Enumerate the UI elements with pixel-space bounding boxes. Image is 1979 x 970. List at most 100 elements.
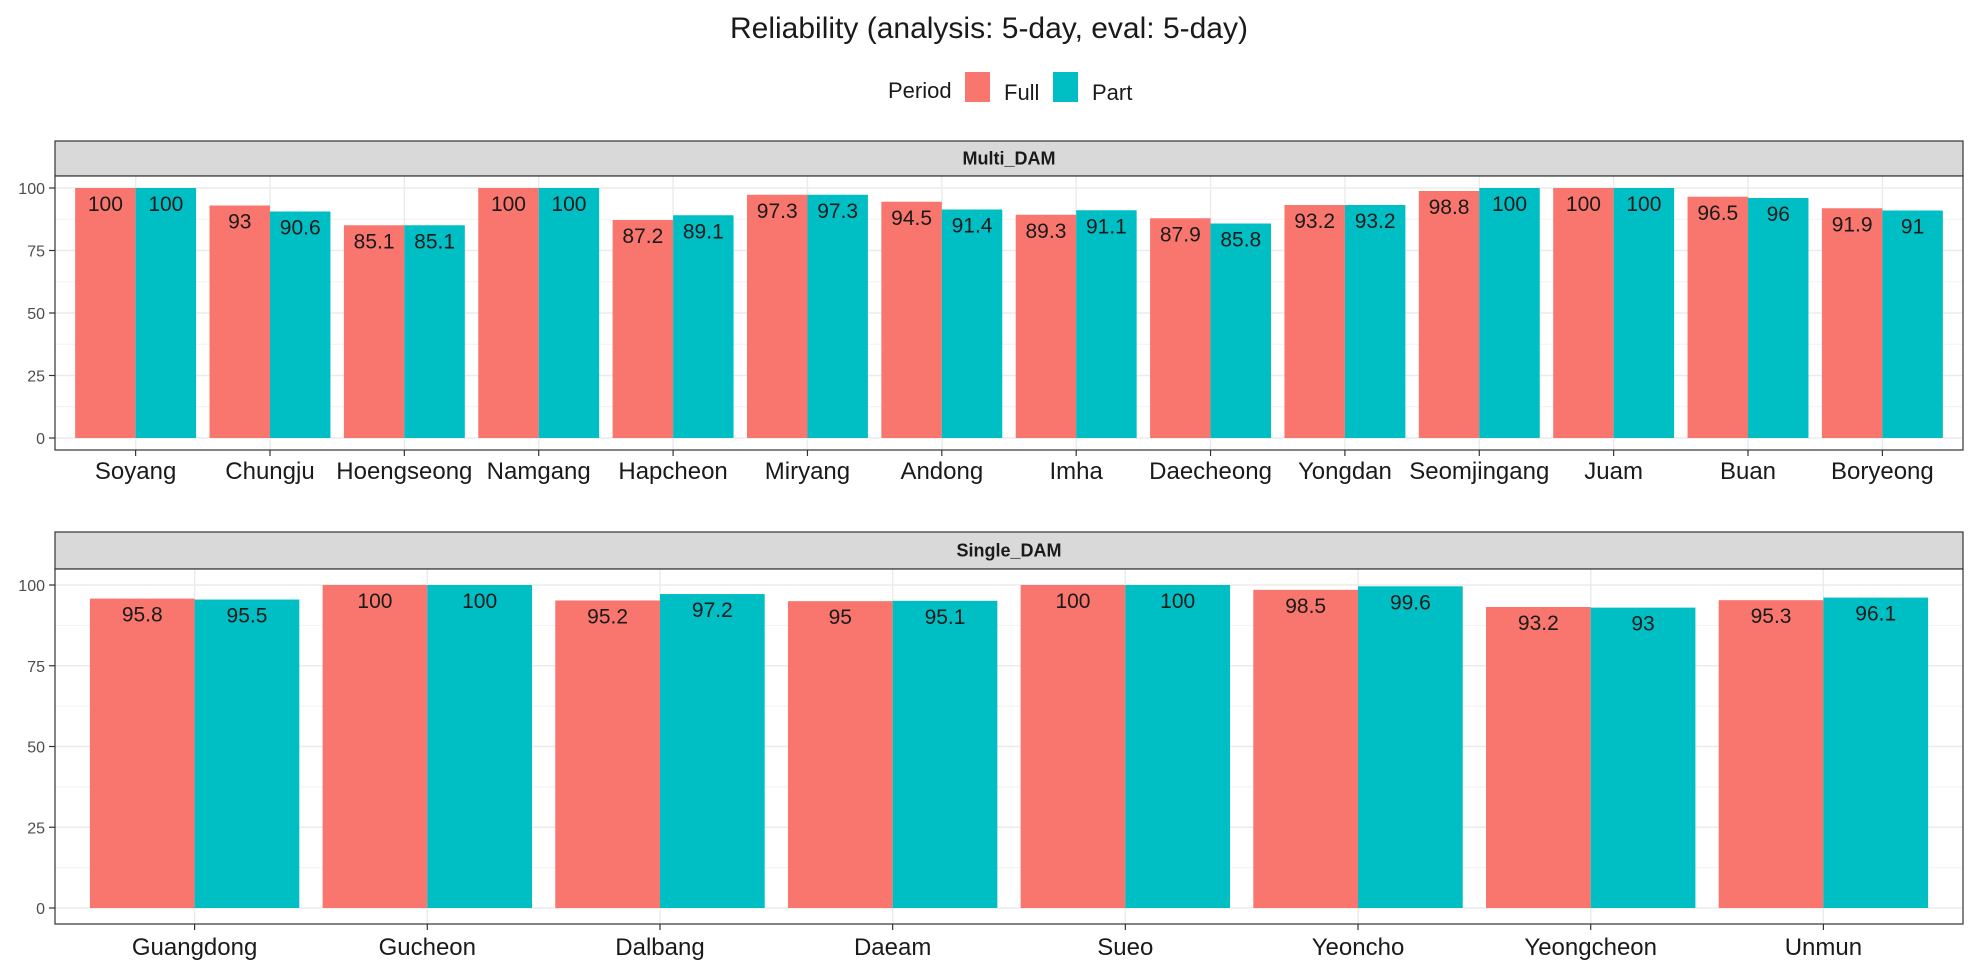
legend-swatch-part bbox=[1053, 72, 1078, 102]
data-label-part: 91.1 bbox=[1086, 215, 1127, 238]
bar-part bbox=[1076, 210, 1137, 438]
bar-part bbox=[1823, 597, 1929, 908]
legend: Period Full Part bbox=[888, 72, 1132, 105]
x-tick-label: Buan bbox=[1720, 458, 1776, 485]
y-tick-label: 100 bbox=[18, 181, 45, 198]
bar-full bbox=[1020, 585, 1126, 908]
legend-swatch-full bbox=[965, 72, 990, 102]
data-label-full: 100 bbox=[1566, 193, 1601, 216]
data-label-full: 87.9 bbox=[1160, 223, 1201, 246]
y-tick-label: 0 bbox=[36, 901, 45, 918]
data-label-part: 100 bbox=[148, 193, 183, 216]
data-label-full: 100 bbox=[357, 590, 392, 613]
data-label-part: 85.1 bbox=[414, 230, 455, 253]
data-label-full: 100 bbox=[1055, 590, 1090, 613]
bar-part bbox=[673, 215, 734, 438]
bar-full bbox=[1718, 600, 1824, 908]
chart-title: Reliability (analysis: 5-day, eval: 5-da… bbox=[730, 12, 1248, 45]
x-tick-label: Soyang bbox=[95, 458, 176, 485]
bar-full bbox=[478, 188, 539, 438]
strip-label: Single_DAM bbox=[956, 541, 1061, 561]
data-label-full: 97.3 bbox=[757, 200, 798, 223]
data-label-full: 100 bbox=[88, 193, 123, 216]
x-tick-label: Daeam bbox=[854, 934, 931, 961]
y-tick-label: 50 bbox=[27, 740, 45, 757]
x-tick-label: Seomjingang bbox=[1409, 458, 1549, 485]
x-tick-label: Chungju bbox=[225, 458, 314, 485]
legend-label-full: Full bbox=[1004, 80, 1039, 105]
x-tick-label: Unmun bbox=[1785, 934, 1862, 961]
bar-full bbox=[343, 225, 405, 438]
bar-part bbox=[135, 188, 197, 438]
x-tick-label: Imha bbox=[1050, 458, 1104, 485]
data-label-part: 95.1 bbox=[925, 606, 966, 629]
bar-full bbox=[209, 205, 270, 438]
data-label-full: 95.8 bbox=[122, 604, 163, 627]
data-label-full: 96.5 bbox=[1697, 202, 1738, 225]
bar-part bbox=[427, 585, 532, 908]
data-label-part: 100 bbox=[1160, 590, 1195, 613]
bar-part bbox=[892, 600, 998, 908]
panel-multi-dam: Multi_DAM 0 25 50 75 100 100 93 85.1 100 87.2 97.3 9… bbox=[18, 140, 1964, 485]
x-tick-label: Sueo bbox=[1097, 934, 1153, 961]
data-label-part: 97.2 bbox=[692, 599, 733, 622]
data-label-part: 97.3 bbox=[817, 200, 858, 223]
data-label-full: 100 bbox=[491, 193, 526, 216]
bar-part bbox=[1344, 205, 1406, 438]
bar-part bbox=[1613, 188, 1675, 438]
bar-full bbox=[1486, 606, 1591, 908]
x-tick-label: Namgang bbox=[487, 458, 591, 485]
data-label-full: 94.5 bbox=[891, 207, 932, 230]
bar-part bbox=[194, 599, 300, 908]
legend-title: Period bbox=[888, 78, 952, 103]
bar-part bbox=[659, 594, 765, 908]
y-tick-label: 25 bbox=[27, 820, 45, 837]
data-label-full: 95 bbox=[829, 606, 852, 629]
x-tick-label: Hapcheon bbox=[618, 458, 727, 485]
y-tick-label: 0 bbox=[36, 431, 45, 448]
data-label-full: 98.5 bbox=[1285, 595, 1326, 618]
data-label-full: 93.2 bbox=[1518, 612, 1559, 635]
bar-full bbox=[1418, 191, 1480, 438]
bar-part bbox=[807, 194, 868, 438]
bar-full bbox=[787, 601, 893, 908]
x-tick-label: Daecheong bbox=[1149, 458, 1272, 485]
data-label-full: 87.2 bbox=[622, 225, 663, 248]
bar-part bbox=[1210, 223, 1272, 438]
bar-part bbox=[1882, 210, 1943, 438]
x-tick-label: Miryang bbox=[765, 458, 850, 485]
data-label-part: 93 bbox=[1631, 613, 1654, 636]
bar-part bbox=[269, 211, 331, 438]
bar-full bbox=[746, 194, 808, 438]
data-label-part: 89.1 bbox=[683, 220, 724, 243]
x-tick-label: Yeongcheon bbox=[1524, 934, 1657, 961]
data-label-full: 93 bbox=[228, 211, 251, 234]
x-tick-label: Guangdong bbox=[132, 934, 257, 961]
x-tick-label: Andong bbox=[900, 458, 983, 485]
data-label-part: 95.5 bbox=[227, 605, 268, 628]
bar-full bbox=[1253, 589, 1359, 908]
bar-part bbox=[1590, 607, 1696, 908]
strip-background bbox=[54, 531, 1964, 570]
data-label-part: 96.1 bbox=[1855, 603, 1896, 626]
bar-full bbox=[1284, 205, 1345, 438]
x-tick-label: Gucheon bbox=[379, 934, 476, 961]
x-tick-label: Yeoncho bbox=[1312, 934, 1405, 961]
data-label-part: 100 bbox=[1492, 193, 1527, 216]
data-label-part: 96 bbox=[1767, 203, 1790, 226]
y-tick-label: 75 bbox=[27, 659, 45, 676]
data-label-full: 95.2 bbox=[587, 606, 628, 629]
bar-part bbox=[1125, 585, 1231, 908]
data-label-full: 93.2 bbox=[1294, 210, 1335, 233]
panel-border bbox=[54, 568, 1964, 925]
strip-label: Multi_DAM bbox=[963, 149, 1056, 169]
data-label-part: 100 bbox=[462, 590, 497, 613]
bar-full bbox=[612, 220, 674, 438]
bar-full bbox=[1553, 188, 1614, 438]
bar-full bbox=[1687, 196, 1749, 438]
bar-full bbox=[322, 585, 428, 908]
data-label-part: 91.4 bbox=[952, 215, 993, 238]
y-tick-label: 100 bbox=[18, 578, 45, 595]
